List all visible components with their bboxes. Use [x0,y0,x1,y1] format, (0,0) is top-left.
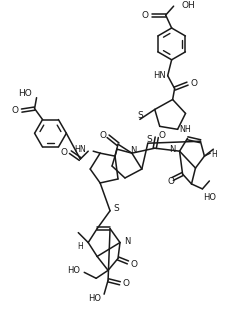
Text: HO: HO [88,294,101,303]
Text: N: N [124,237,130,246]
Text: O: O [159,131,166,140]
Text: HO: HO [18,89,32,98]
Text: S: S [113,204,119,213]
Text: HN: HN [153,71,166,80]
Text: N: N [169,145,176,154]
Text: HN: HN [74,145,86,154]
Text: O: O [190,79,198,88]
Text: S: S [137,111,143,120]
Text: O: O [131,260,138,269]
Text: H: H [78,242,83,251]
Text: HO: HO [67,266,80,275]
Text: H: H [211,150,217,159]
Text: O: O [99,131,106,140]
Text: N: N [130,146,136,155]
Text: O: O [167,177,174,186]
Text: OH: OH [182,1,195,10]
Text: O: O [123,279,130,288]
Text: O: O [142,11,149,20]
Text: S: S [146,135,152,144]
Text: O: O [12,106,19,115]
Text: HO: HO [203,193,216,202]
Text: NH: NH [180,125,191,134]
Text: O: O [60,148,67,157]
